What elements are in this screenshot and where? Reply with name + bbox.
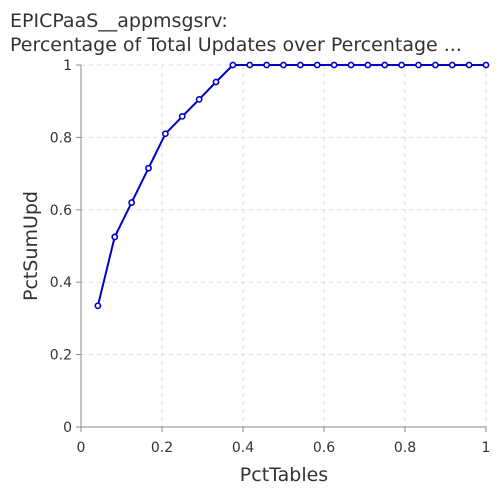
axes (76, 64, 487, 432)
chart-subtitle: Percentage of Total Updates over Percent… (10, 34, 462, 56)
series-line (96, 64, 486, 306)
data-point (94, 302, 102, 310)
data-point (482, 61, 490, 69)
data-point (195, 95, 203, 103)
y-tick-label: 1 (63, 58, 72, 74)
x-tick-label: 0.2 (151, 440, 173, 456)
y-tick-label: 0.8 (50, 130, 72, 146)
x-tick-label: 0.6 (313, 440, 335, 456)
data-point (347, 61, 355, 69)
x-axis-label: PctTables (240, 464, 328, 486)
x-tick-label: 0.4 (232, 440, 254, 456)
data-series (94, 61, 490, 310)
tick-labels: 0 0.2 0.4 0.6 0.8 1 0 0.2 0.4 0.6 0.8 1 (50, 58, 491, 456)
data-point (296, 61, 304, 69)
data-point (229, 61, 237, 69)
data-point (280, 61, 287, 69)
data-point (364, 61, 372, 69)
data-point (465, 61, 473, 69)
data-point (111, 233, 119, 241)
data-point (178, 113, 186, 120)
y-tick-label: 0 (63, 420, 72, 436)
data-point (381, 61, 389, 69)
x-tick-label: 0.8 (394, 440, 416, 456)
data-point (448, 61, 456, 69)
data-point (246, 61, 254, 69)
x-tick-label: 0 (77, 440, 86, 456)
data-point (330, 61, 338, 69)
data-point (212, 78, 220, 86)
chart-title: EPICPaaS__appmsgsrv: (10, 10, 228, 32)
y-tick-label: 0.4 (50, 275, 72, 291)
data-point (263, 61, 271, 69)
y-tick-label: 0.2 (50, 348, 72, 364)
data-point (161, 130, 169, 138)
data-point (313, 61, 321, 69)
y-tick-label: 0.6 (50, 203, 72, 219)
y-axis-label: PctSumUpd (20, 191, 42, 301)
data-point (128, 199, 136, 206)
gridlines (81, 64, 487, 427)
data-point (415, 61, 422, 69)
data-point (431, 61, 439, 69)
data-point (398, 61, 406, 69)
data-point (145, 164, 152, 172)
x-tick-label: 1 (482, 440, 491, 456)
